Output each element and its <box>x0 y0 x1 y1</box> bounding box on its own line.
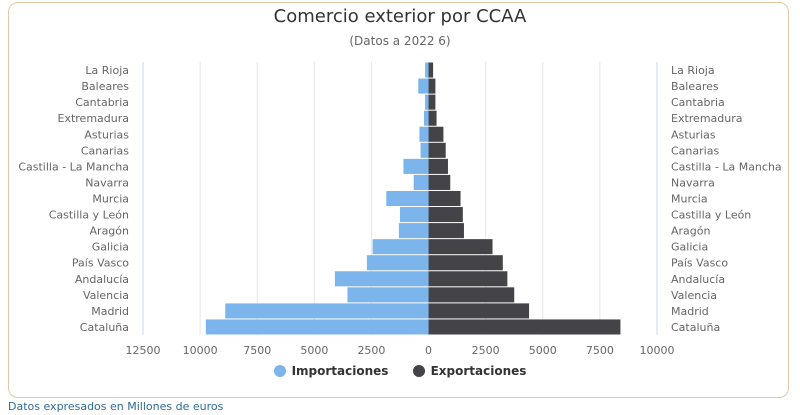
category-label-left: Navarra <box>85 176 129 189</box>
bars-layer <box>205 62 621 335</box>
bar-importaciones[interactable] <box>425 94 429 110</box>
bar-exportaciones[interactable] <box>428 94 436 110</box>
left-category-labels: La Rioja Baleares Cantabria Extremadura Astu… <box>18 64 129 334</box>
x-tick-label: 10000 <box>183 344 218 357</box>
bar-exportaciones[interactable] <box>428 110 437 126</box>
x-tick-label: 5000 <box>300 344 328 357</box>
category-label-left: Galicia <box>92 241 129 254</box>
bar-exportaciones[interactable] <box>428 142 446 158</box>
chart-title: Comercio exterior por CCAA <box>273 6 527 27</box>
category-label-right: País Vasco <box>671 257 728 270</box>
category-label-left: País Vasco <box>72 257 129 270</box>
category-label-right: Cantabria <box>671 96 725 109</box>
category-label-right: Valencia <box>671 289 717 302</box>
bar-exportaciones[interactable] <box>428 255 503 271</box>
bar-exportaciones[interactable] <box>428 174 451 190</box>
x-tick-label: 0 <box>425 344 432 357</box>
category-label-right: Aragón <box>671 225 711 238</box>
x-tick-label: 2500 <box>357 344 385 357</box>
bar-importaciones[interactable] <box>334 271 429 287</box>
category-label-left: Cantabria <box>75 96 129 109</box>
x-tick-label: 2500 <box>472 344 500 357</box>
bar-importaciones[interactable] <box>225 303 429 319</box>
category-label-right: La Rioja <box>671 64 715 77</box>
category-label-left: Murcia <box>92 193 129 206</box>
legend-label-exportaciones: Exportaciones <box>430 364 527 378</box>
bar-exportaciones[interactable] <box>428 78 436 94</box>
x-tick-label: 12500 <box>126 344 161 357</box>
category-label-left: Extremadura <box>58 112 130 125</box>
category-label-left: La Rioja <box>85 64 129 77</box>
category-label-left: Asturias <box>84 128 129 141</box>
category-label-left: Canarias <box>81 144 129 157</box>
chart-subtitle: (Datos a 2022 6) <box>349 34 451 48</box>
bar-importaciones[interactable] <box>398 223 429 239</box>
category-label-right: Madrid <box>671 305 709 318</box>
x-tick-label: 7500 <box>586 344 614 357</box>
bar-importaciones[interactable] <box>372 239 429 255</box>
bar-exportaciones[interactable] <box>428 62 434 78</box>
bar-importaciones[interactable] <box>400 207 429 223</box>
category-label-left: Aragón <box>90 225 130 238</box>
bar-exportaciones[interactable] <box>428 223 464 239</box>
category-label-left: Andalucía <box>75 273 129 286</box>
bar-exportaciones[interactable] <box>428 207 463 223</box>
footnote: Datos expresados en Millones de euros <box>8 400 224 413</box>
bar-exportaciones[interactable] <box>428 158 448 174</box>
x-tick-labels: 12500 10000 7500 5000 2500 0 2500 5000 7500 10000 <box>126 344 675 357</box>
legend-item-exportaciones[interactable]: Exportaciones <box>412 364 527 378</box>
bar-importaciones[interactable] <box>403 158 429 174</box>
category-label-right: Cataluña <box>671 321 720 334</box>
bar-importaciones[interactable] <box>423 110 429 126</box>
bar-exportaciones[interactable] <box>428 271 508 287</box>
bar-importaciones[interactable] <box>205 319 429 335</box>
category-label-right: Castilla - La Mancha <box>671 160 782 173</box>
bar-importaciones[interactable] <box>420 142 429 158</box>
bar-importaciones[interactable] <box>347 287 429 303</box>
x-tick-label: 5000 <box>529 344 557 357</box>
chart-svg: La Rioja Baleares Cantabria Extremadura Astu… <box>18 62 782 357</box>
bar-importaciones[interactable] <box>386 190 429 207</box>
legend-label-importaciones: Importaciones <box>291 364 389 378</box>
category-label-right: Baleares <box>671 80 719 93</box>
category-label-left: Madrid <box>91 305 129 318</box>
category-label-right: Asturias <box>671 128 716 141</box>
bar-exportaciones[interactable] <box>428 303 530 319</box>
bar-importaciones[interactable] <box>425 62 429 78</box>
bar-exportaciones[interactable] <box>428 126 444 142</box>
category-label-right: Galicia <box>671 241 708 254</box>
category-label-left: Cataluña <box>80 321 129 334</box>
bar-importaciones[interactable] <box>413 174 429 190</box>
bar-importaciones[interactable] <box>419 126 429 142</box>
bar-importaciones[interactable] <box>366 255 429 271</box>
bar-importaciones[interactable] <box>418 78 429 94</box>
category-label-right: Navarra <box>671 176 715 189</box>
category-label-right: Extremadura <box>671 112 743 125</box>
legend-marker-exportaciones <box>412 365 425 377</box>
right-category-labels: La Rioja Baleares Cantabria Extremadura Astu… <box>671 64 782 334</box>
legend-marker-importaciones <box>273 365 286 377</box>
x-tick-label: 7500 <box>243 344 271 357</box>
category-label-right: Murcia <box>671 193 708 206</box>
legend: Importaciones Exportaciones <box>0 364 800 380</box>
category-label-left: Castilla y León <box>49 209 129 222</box>
category-label-left: Baleares <box>81 80 129 93</box>
x-tick-label: 10000 <box>640 344 675 357</box>
category-label-right: Andalucía <box>671 273 725 286</box>
category-label-right: Castilla y León <box>671 209 751 222</box>
axes-layer <box>142 62 658 335</box>
category-label-left: Castilla - La Mancha <box>18 160 129 173</box>
legend-item-importaciones[interactable]: Importaciones <box>273 364 389 378</box>
bar-exportaciones[interactable] <box>428 239 493 255</box>
category-label-left: Valencia <box>83 289 129 302</box>
bar-exportaciones[interactable] <box>428 190 461 207</box>
bar-exportaciones[interactable] <box>428 319 621 335</box>
bar-exportaciones[interactable] <box>428 287 515 303</box>
category-label-right: Canarias <box>671 144 719 157</box>
